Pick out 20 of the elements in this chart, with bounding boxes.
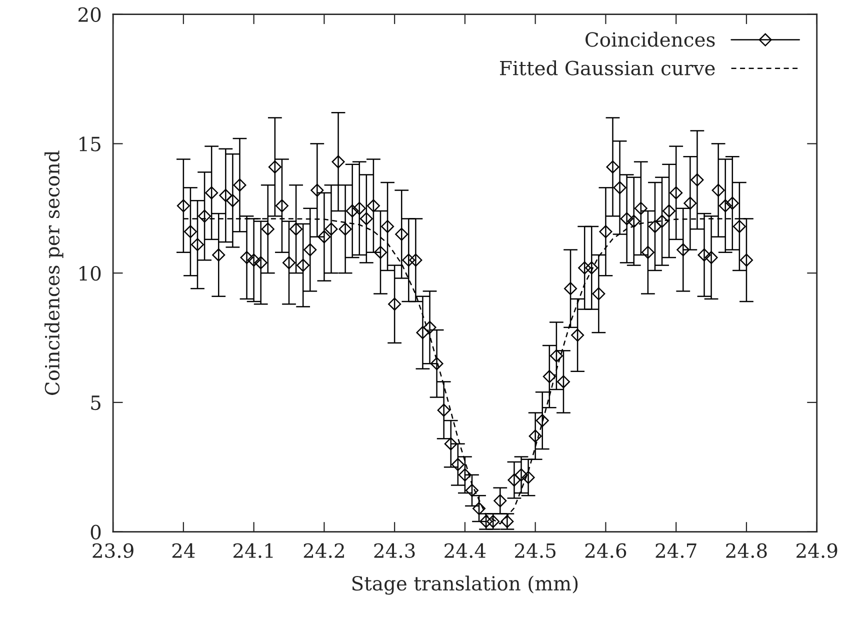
x-axis-title: Stage translation (mm)	[352, 576, 578, 595]
x-tick-label: 24.4	[444, 543, 486, 558]
y-tick-label: 10	[80, 266, 101, 281]
legend-label: Coincidences	[586, 32, 715, 47]
x-tick-label: 24.5	[515, 543, 556, 558]
y-axis-title: Coincidences per second	[44, 150, 64, 395]
x-tick-label: 24.8	[726, 543, 767, 558]
legend-label: Fitted Gaussian curve	[500, 60, 715, 76]
x-tick-label: 23.9	[92, 543, 134, 558]
x-tick-label: 24.2	[304, 543, 344, 558]
y-tick-label: 5	[91, 396, 100, 410]
x-tick-label: 24.1	[233, 543, 273, 558]
x-tick-label: 24.3	[374, 543, 415, 558]
y-tick-label: 0	[90, 524, 101, 540]
x-tick-label: 24.7	[656, 543, 696, 558]
y-tick-label: 20	[78, 7, 101, 22]
x-tick-label: 24	[172, 543, 195, 558]
x-tick-label: 24.6	[585, 543, 626, 558]
x-tick-label: 24.9	[796, 543, 838, 558]
y-tick-label: 15	[80, 136, 100, 152]
